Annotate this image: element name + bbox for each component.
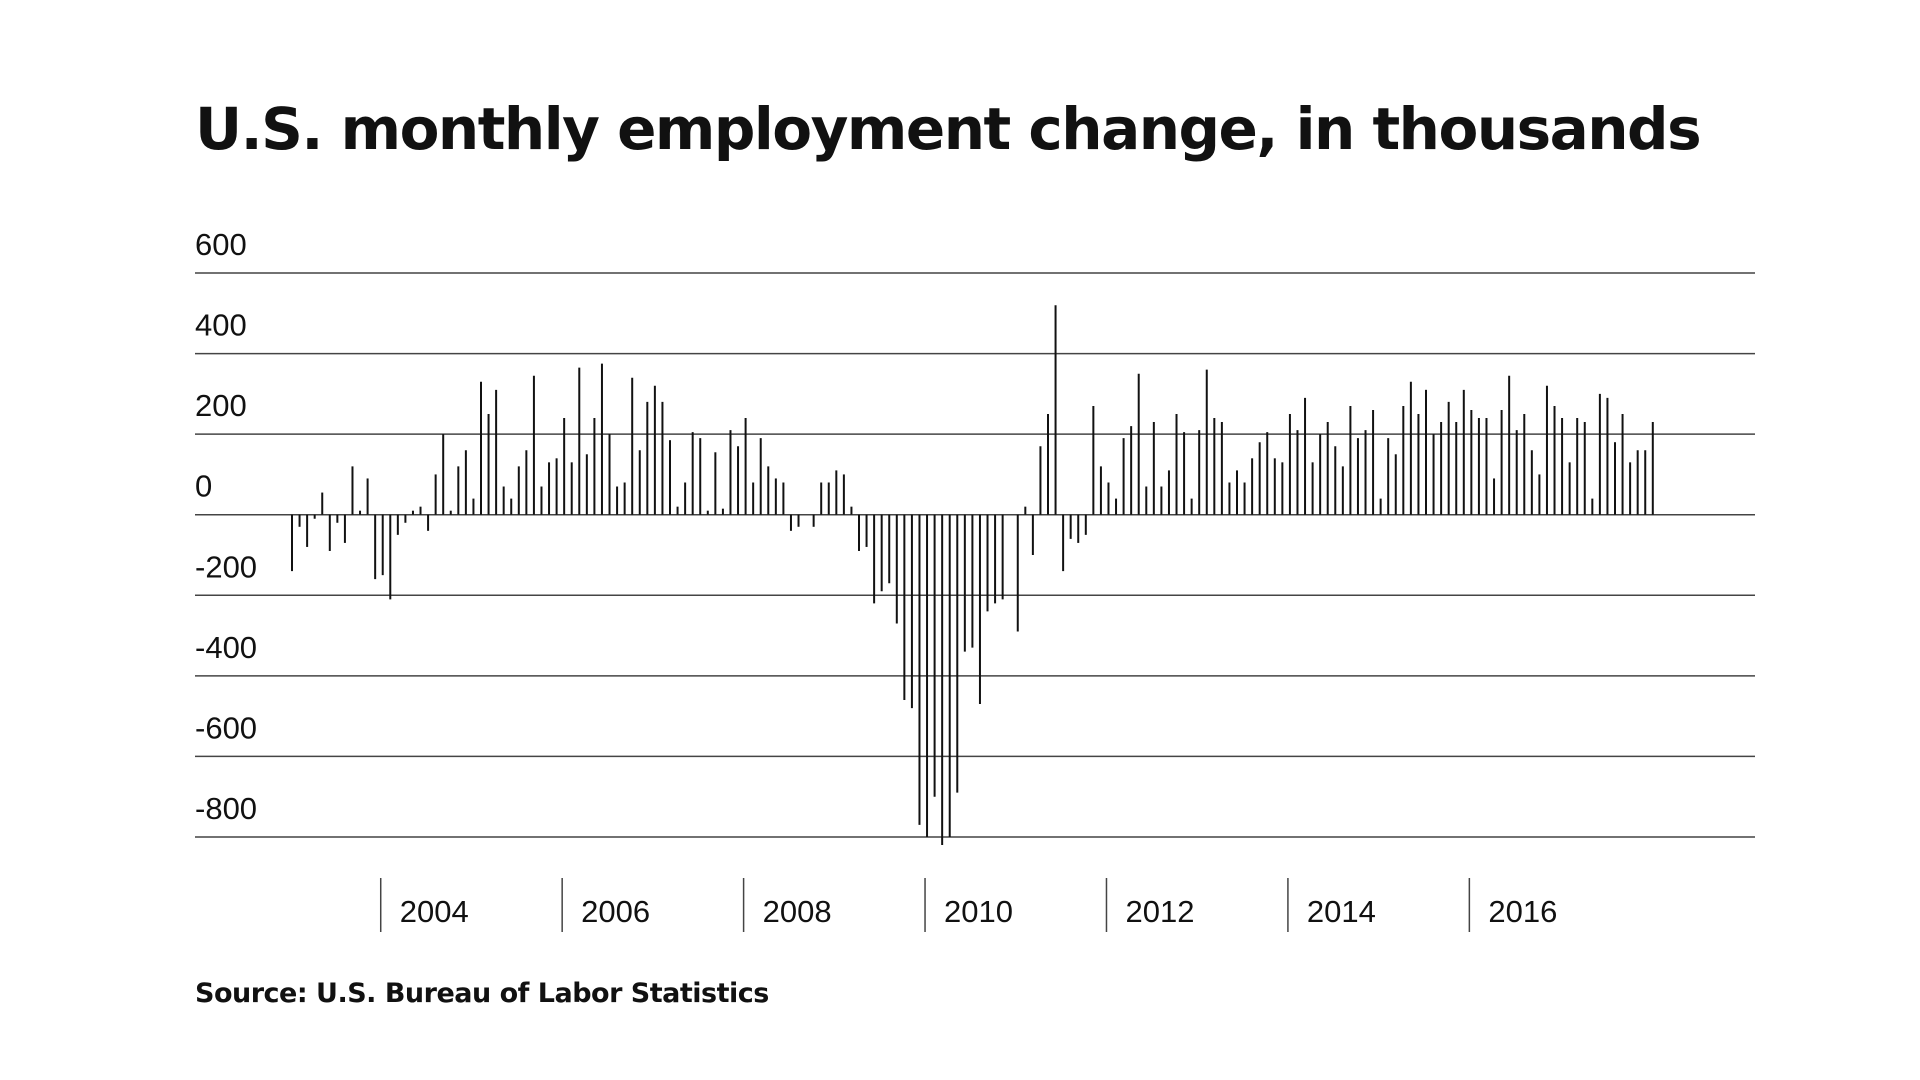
y-tick-label: 200	[195, 388, 247, 423]
bars	[291, 305, 1654, 846]
y-tick-label: 400	[195, 308, 247, 343]
x-tick-label: 2012	[1125, 894, 1194, 929]
x-tick-label: 2004	[400, 894, 469, 929]
y-tick-label: -200	[195, 549, 257, 584]
chart-title: U.S. monthly employment change, in thous…	[195, 95, 1702, 163]
x-tick-label: 2016	[1488, 894, 1557, 929]
y-tick-label: -800	[195, 791, 257, 826]
x-tick-label: 2010	[944, 894, 1013, 929]
source-note: Source: U.S. Bureau of Labor Statistics	[195, 978, 769, 1009]
y-tick-label: 600	[195, 227, 247, 262]
y-tick-label: -600	[195, 710, 257, 745]
y-axis-ticks: 600 400 200 0 -200 -400 -600 -800	[195, 227, 257, 826]
y-tick-label: 0	[195, 469, 212, 504]
y-tick-label: -400	[195, 630, 257, 665]
x-axis-ticks: 2004 2006 2008 2010 2012 2014 2016	[379, 878, 1557, 932]
x-tick-label: 2008	[763, 894, 832, 929]
x-tick-label: 2014	[1307, 894, 1376, 929]
x-tick-label: 2006	[581, 894, 650, 929]
grid-lines	[195, 272, 1755, 838]
